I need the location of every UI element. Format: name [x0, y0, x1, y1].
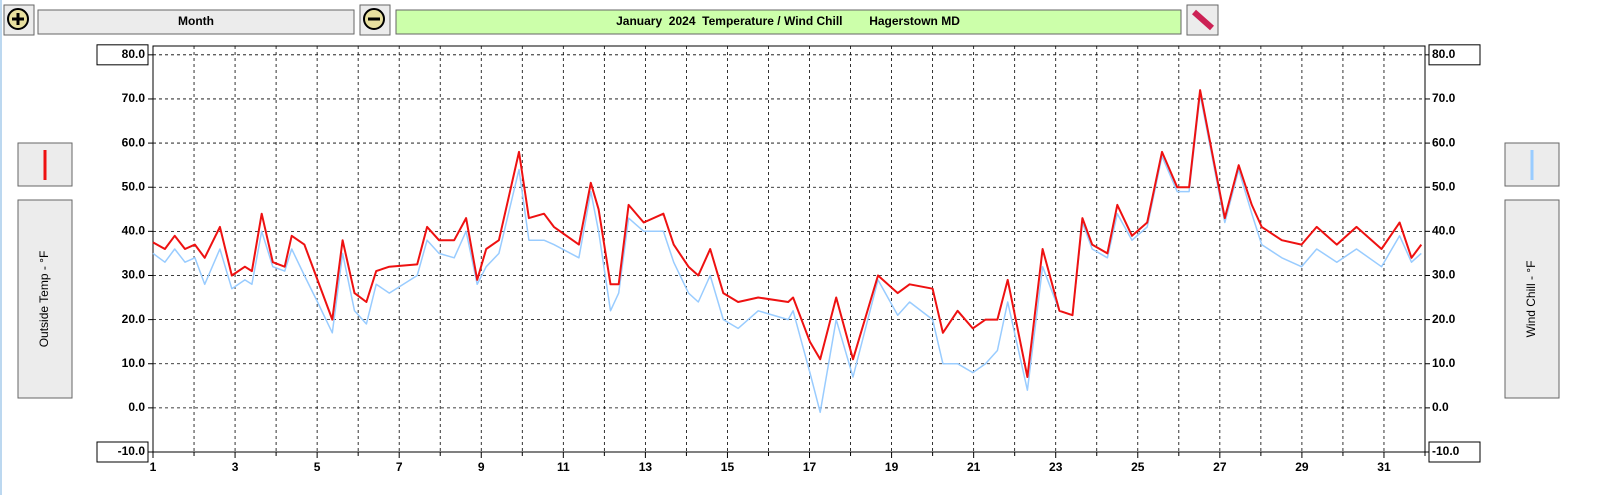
y-label-box [17, 199, 73, 399]
y2-tick-label: 20.0 [1432, 312, 1456, 326]
x-tick-label: 5 [314, 460, 321, 474]
y-tick-label: 0.0 [128, 400, 145, 414]
x-tick-label: 13 [639, 460, 653, 474]
zoom-out[interactable] [359, 4, 391, 36]
y-tick-label: 40.0 [122, 224, 146, 238]
title-bar [395, 9, 1182, 35]
x-tick-label: 29 [1295, 460, 1309, 474]
y-tick-label: 10.0 [122, 356, 146, 370]
range-button-label: Month [178, 14, 214, 28]
range-button[interactable]: Month [37, 9, 355, 35]
x-tick-label: 19 [885, 460, 899, 474]
y2-tick-label: 70.0 [1432, 91, 1456, 105]
y-tick-box [96, 44, 149, 66]
x-tick-label: 11 [557, 460, 570, 474]
print-button[interactable] [1186, 4, 1219, 36]
x-tick-label: 7 [396, 460, 403, 474]
y2-label-box [1504, 199, 1560, 399]
range-button-frame [37, 9, 355, 35]
y2-tick-label: 40.0 [1432, 224, 1456, 238]
y2-tick-label: 50.0 [1432, 179, 1456, 193]
series-line [152, 89, 1423, 378]
x-tick-label: 25 [1131, 460, 1145, 474]
x-tick-label: 23 [1049, 460, 1063, 474]
y2-tick-label: 0.0 [1432, 400, 1449, 414]
x-tick-label: 31 [1377, 460, 1391, 474]
y-tick-label: 50.0 [122, 179, 146, 193]
x-tick-label: 1 [150, 460, 157, 474]
y2-tick-label: 60.0 [1432, 135, 1456, 149]
y2-tick-label: 10.0 [1432, 356, 1456, 370]
y2-axis-label: Wind Chill - °F [1524, 261, 1538, 338]
windchill-series-button[interactable] [1504, 142, 1560, 187]
temp-series-button[interactable] [17, 142, 73, 187]
y2-tick-box [1428, 441, 1481, 463]
y2-tick-box [1428, 44, 1481, 66]
zoom-in-plus [12, 13, 24, 25]
x-tick-label: 15 [721, 460, 735, 474]
x-tick-label: 17 [803, 460, 817, 474]
y-tick-label: 30.0 [122, 268, 146, 282]
series-line [152, 93, 1422, 414]
y-tick-label: 60.0 [122, 135, 146, 149]
x-tick-label: 27 [1213, 460, 1227, 474]
plot-area [152, 45, 1426, 453]
x-tick-label: 3 [232, 460, 239, 474]
zoom-in[interactable] [3, 4, 35, 36]
y2-tick-label: -10.0 [1432, 444, 1460, 458]
window-edge [0, 0, 2, 495]
chart-title: January 2024 Temperature / Wind Chill Ha… [616, 14, 960, 28]
y-tick-box [96, 441, 149, 463]
y-tick-label: 20.0 [122, 312, 146, 326]
x-tick-label: 9 [478, 460, 485, 474]
x-tick-label: 21 [967, 460, 981, 474]
y-tick-label: 70.0 [122, 91, 146, 105]
y2-tick-label: 30.0 [1432, 268, 1456, 282]
y-tick-label: -10.0 [118, 444, 146, 458]
y-axis-label: Outside Temp - °F [37, 251, 51, 348]
print-icon [1192, 9, 1214, 31]
y2-tick-label: 80.0 [1432, 47, 1456, 61]
y-tick-label: 80.0 [122, 47, 146, 61]
print-frame [1186, 4, 1219, 36]
